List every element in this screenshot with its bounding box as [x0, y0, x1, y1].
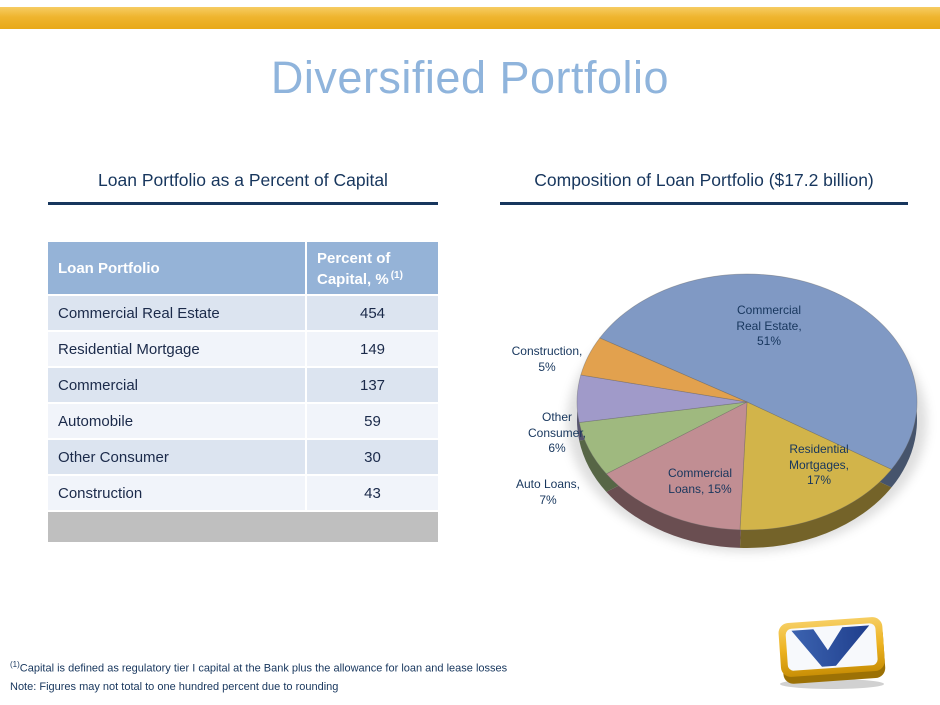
- top-accent-bar: [0, 7, 940, 29]
- row-label: Other Consumer: [58, 448, 169, 466]
- logo-v-icon: [791, 625, 870, 667]
- table-footer-bar: [48, 510, 438, 542]
- row-label: Automobile: [58, 412, 134, 430]
- pie-slice: [739, 401, 893, 531]
- slide-title: Diversified Portfolio: [270, 52, 670, 103]
- header-percent-text: Percent of Capital, %: [317, 250, 391, 289]
- table-header-loan-portfolio: Loan Portfolio: [58, 259, 160, 277]
- row-value: 30: [305, 440, 438, 474]
- row-value: 137: [305, 368, 438, 402]
- pie-label-commercial-loans: Commercial Loans, 15%: [667, 466, 732, 496]
- table-row: Residential Mortgage 149: [48, 330, 438, 366]
- footnote-marker: (1): [10, 660, 20, 669]
- pie-slice: [578, 401, 748, 475]
- table-header-row: Loan Portfolio Percent of Capital, % (1): [48, 242, 438, 294]
- pie-slice: [599, 273, 918, 470]
- row-label: Commercial: [58, 376, 139, 394]
- bank-logo: [778, 617, 886, 689]
- pie-label-other-consumer: Other Consumer, 6%: [527, 410, 587, 456]
- table-row: Construction 43: [48, 474, 438, 510]
- row-value: 149: [305, 332, 438, 366]
- header-footnote-marker: (1): [390, 270, 403, 282]
- footnote-rounding: Note: Figures may not total to one hundr…: [10, 681, 339, 693]
- pie-chart: [567, 273, 927, 552]
- pie-slice: [605, 401, 748, 531]
- left-section-heading: Loan Portfolio as a Percent of Capital: [48, 170, 438, 205]
- pie-label-auto-loans: Auto Loans, 7%: [515, 477, 581, 507]
- footnote-capital-definition: (1)Capital is defined as regulatory tier…: [10, 660, 507, 675]
- row-label: Construction: [58, 484, 143, 502]
- table-row: Other Consumer 30: [48, 438, 438, 474]
- pie-slice: [576, 374, 748, 423]
- pie-label-commercial-real-estate: Commercial Real Estate, 51%: [736, 303, 802, 349]
- right-section-heading: Composition of Loan Portfolio ($17.2 bil…: [500, 170, 908, 205]
- row-value: 43: [305, 476, 438, 510]
- footnote-text: Capital is defined as regulatory tier I …: [19, 662, 508, 675]
- table-row: Automobile 59: [48, 402, 438, 438]
- pie-label-construction: Construction, 5%: [511, 344, 583, 374]
- table-header-percent-capital: Percent of Capital, % (1): [305, 242, 438, 294]
- table-row: Commercial 137: [48, 366, 438, 402]
- loan-table: Loan Portfolio Percent of Capital, % (1) …: [48, 242, 438, 542]
- table-row: Commercial Real Estate 454: [48, 294, 438, 330]
- row-label: Residential Mortgage: [58, 340, 200, 358]
- row-value: 454: [305, 296, 438, 330]
- pie-slice: [580, 337, 748, 403]
- row-label: Commercial Real Estate: [58, 304, 220, 322]
- pie-label-residential-mortgages: Residential Mortgages, 17%: [788, 442, 850, 488]
- row-value: 59: [305, 404, 438, 438]
